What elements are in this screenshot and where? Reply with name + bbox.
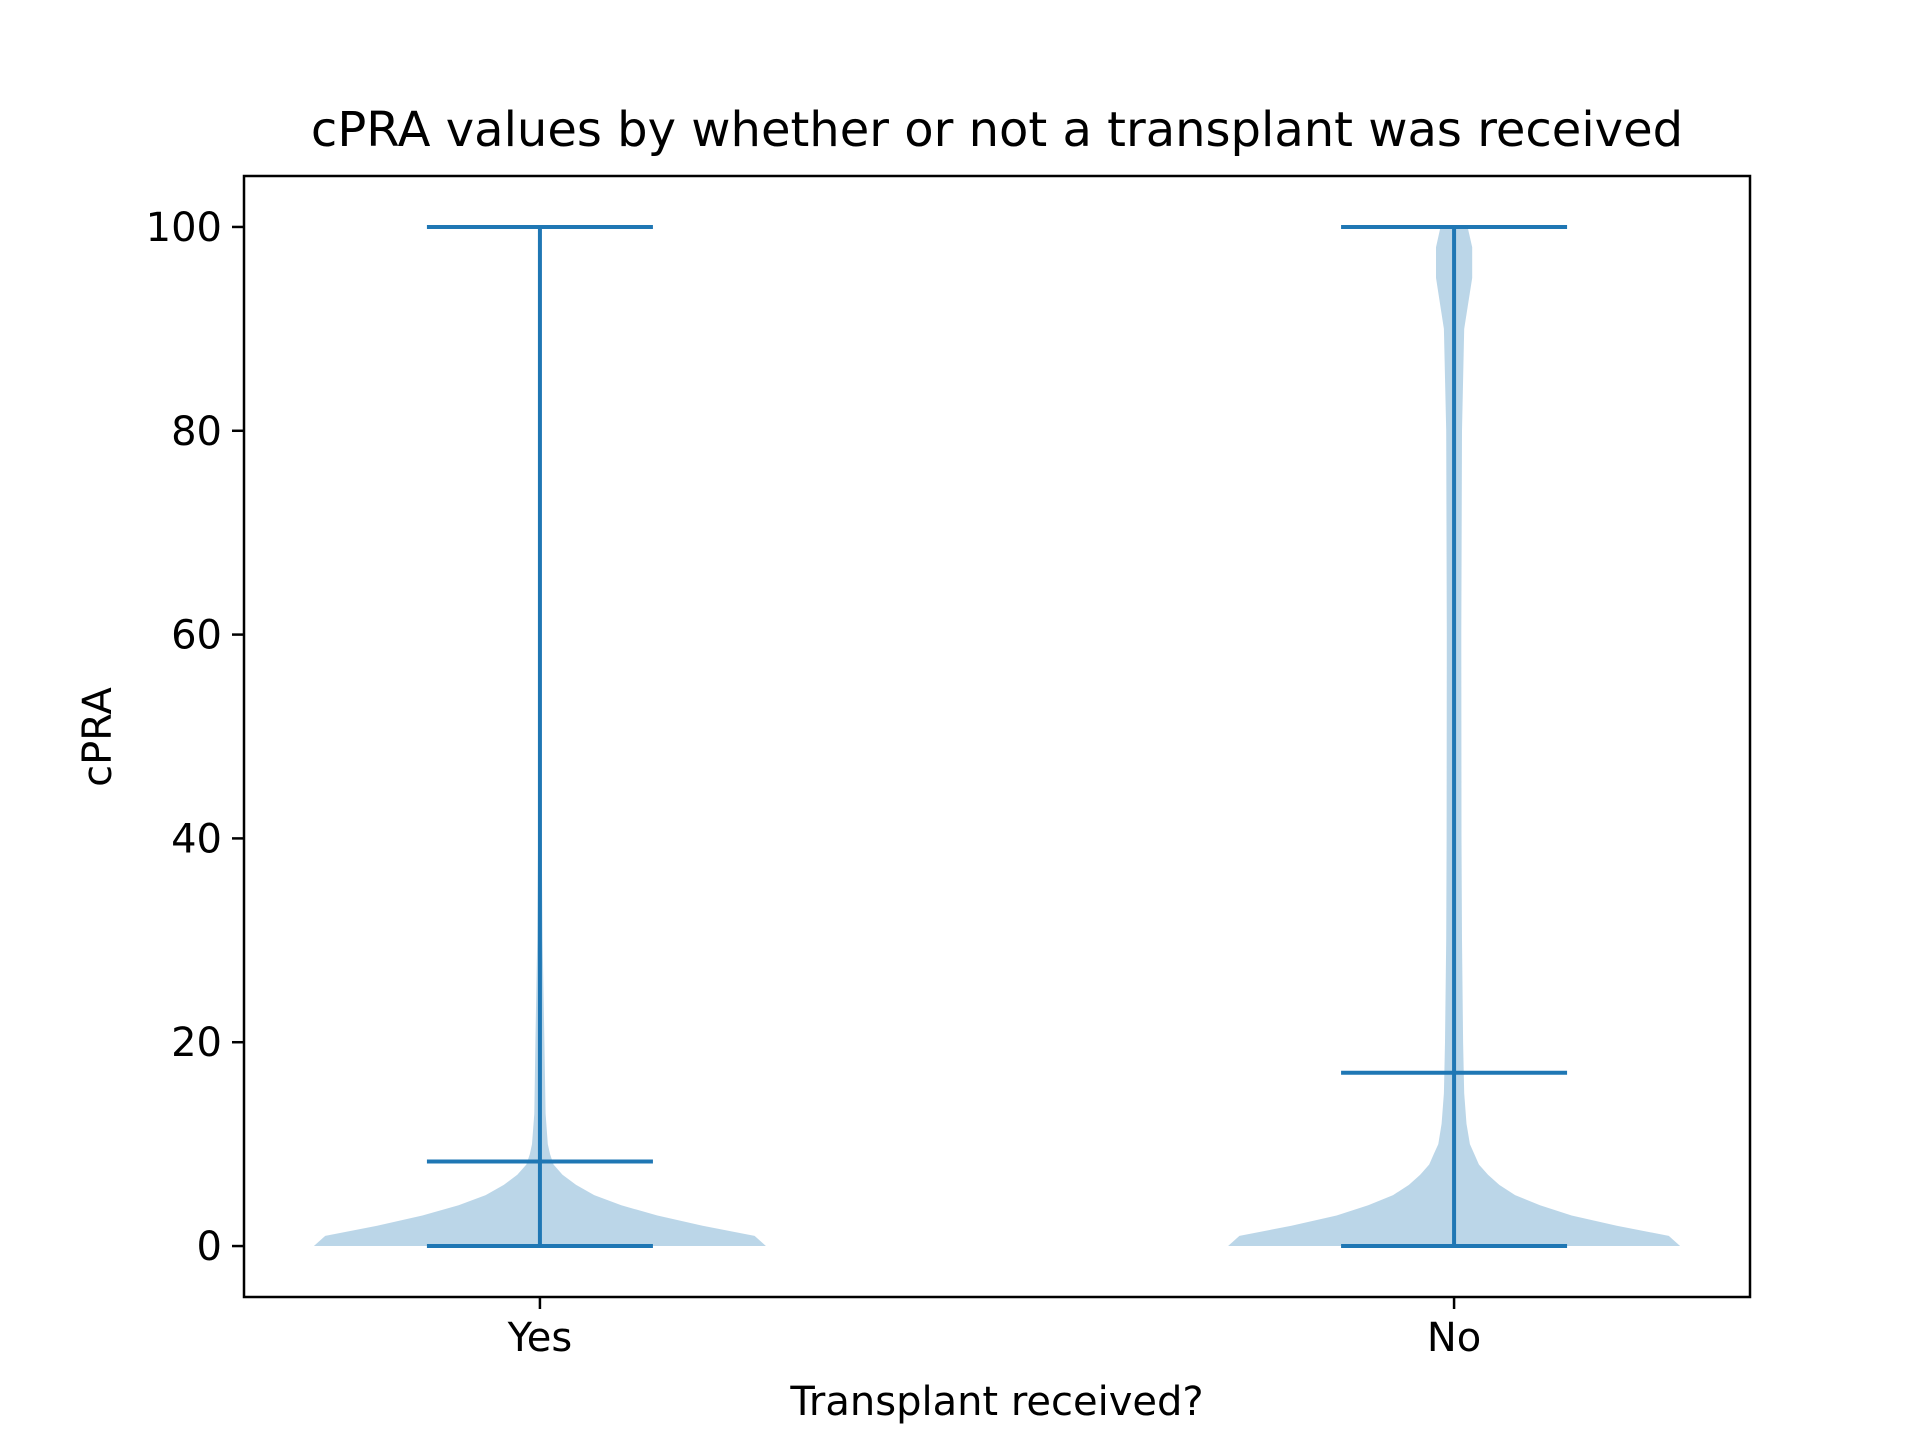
y-tick-label: 80 [171,409,222,455]
x-tick-label: No [1427,1315,1481,1361]
y-tick-label: 20 [171,1020,222,1066]
violin-stat-lines-layer [426,224,1568,1249]
x-tick-label: Yes [507,1315,573,1361]
y-tick-label: 0 [197,1224,222,1270]
y-axis: 0 20 40 60 80 100 [146,205,244,1270]
y-tick-label: 40 [171,816,222,862]
plot-area-frame [242,174,1752,1299]
y-tick-label: 60 [171,613,222,659]
y-tick-label: 100 [146,205,222,251]
y-axis-label: cPRA [75,687,121,787]
chart-title: cPRA values by whether or not a transpla… [311,102,1683,158]
x-axis-label: Transplant received? [789,1379,1203,1425]
violins-layer [313,227,1681,1246]
x-axis: Yes No [507,1297,1481,1361]
